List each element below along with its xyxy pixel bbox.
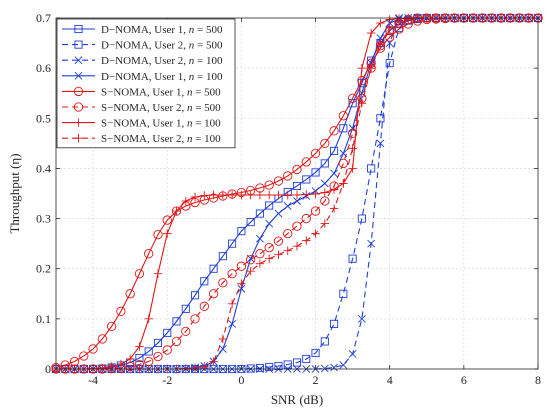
series-8-point <box>228 300 236 308</box>
series-2-point <box>340 290 347 297</box>
series-7-point <box>311 190 319 198</box>
series-8-point <box>348 144 356 152</box>
y-axis-label: Throughput (η) <box>7 153 22 233</box>
legend: D−NOMA, User 1, n = 500 D−NOMA, User 2, n… <box>57 19 235 148</box>
series-8-point <box>265 254 273 262</box>
series-4-point <box>321 180 328 187</box>
series-4-point <box>229 320 236 327</box>
series-7-point <box>348 164 356 172</box>
x-tick-label: 6 <box>461 373 467 387</box>
series-3-point <box>349 350 356 357</box>
series-8-point <box>311 229 319 237</box>
series-4-point <box>266 220 273 227</box>
series-8-point <box>330 204 338 212</box>
series-7-point <box>228 191 236 199</box>
y-tick-label: 0.4 <box>36 161 51 175</box>
series-4-point <box>284 202 291 209</box>
series-7-point <box>358 64 366 72</box>
series-8-point <box>274 250 282 258</box>
x-tick-label: 2 <box>313 373 319 387</box>
series-4-point <box>349 125 356 132</box>
legend-entry: D−NOMA, User 2, n = 500 <box>101 40 223 52</box>
series-7-point <box>246 191 254 199</box>
series-8-point <box>302 236 310 244</box>
y-tick-label: 0.3 <box>36 212 51 226</box>
series-7-point <box>330 185 338 193</box>
series-7-point <box>163 229 171 237</box>
series-7-point <box>200 191 208 199</box>
series-7-point <box>144 315 152 323</box>
x-tick-label: 4 <box>387 373 393 387</box>
series-8-point <box>293 242 301 250</box>
series-7-point <box>126 355 134 363</box>
series-7-point <box>209 191 217 199</box>
legend-entry: D−NOMA, User 1, n = 100 <box>101 71 223 83</box>
series-4-point <box>219 345 226 352</box>
series-7-point <box>256 191 264 199</box>
series-8-point <box>339 179 347 187</box>
legend-entry: S−NOMA, User 2, n = 100 <box>101 133 221 145</box>
y-tick-label: 0.7 <box>36 11 51 25</box>
series-4-point <box>256 235 263 242</box>
series-4-point <box>275 210 282 217</box>
series-6-point <box>172 337 180 345</box>
legend-entry: S−NOMA, User 2, n = 500 <box>101 102 221 114</box>
x-axis-label: SNR (dB) <box>271 392 323 407</box>
series-7-point <box>135 342 143 350</box>
series-4-point <box>330 170 337 177</box>
x-tick-label: -2 <box>162 373 172 387</box>
series-8-point <box>284 246 292 254</box>
y-tick-label: 0 <box>45 362 51 376</box>
x-tick-label: 8 <box>535 373 541 387</box>
series-8-point <box>385 24 393 32</box>
x-tick-label: 0 <box>238 373 244 387</box>
series-2-point <box>330 320 337 327</box>
series-3-point <box>340 361 347 368</box>
series-6-point <box>209 290 217 298</box>
y-tick-label: 0.6 <box>36 61 51 75</box>
series-7-point <box>219 191 227 199</box>
series-7-point <box>274 191 282 199</box>
y-tick-label: 0.2 <box>36 262 51 276</box>
series-7-point <box>154 270 162 278</box>
series-7-point <box>265 191 273 199</box>
series-6-point <box>293 222 301 230</box>
legend-entry: S−NOMA, User 1, n = 100 <box>101 118 221 130</box>
y-tick-label: 0.5 <box>36 111 51 125</box>
series-4-point <box>340 150 347 157</box>
series-7-point <box>284 191 292 199</box>
legend-entry: D−NOMA, User 2, n = 100 <box>101 55 223 67</box>
x-tick-label: -4 <box>88 373 98 387</box>
legend-entry: D−NOMA, User 1, n = 500 <box>101 24 223 36</box>
y-tick-label: 0.1 <box>36 312 51 326</box>
legend-entry: S−NOMA, User 1, n = 500 <box>101 86 221 98</box>
